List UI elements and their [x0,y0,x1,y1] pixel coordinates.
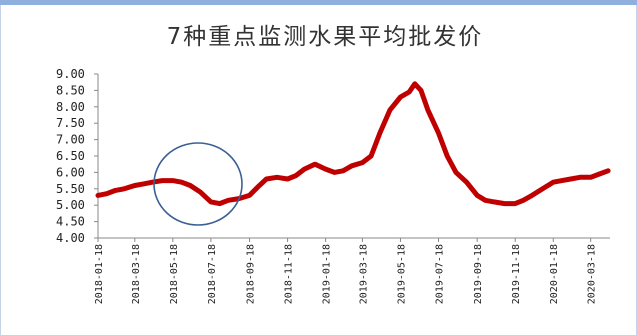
x-tick-label: 2018-09-18 [246,244,257,304]
highlight-circle [153,142,243,226]
y-tick-label: 8.50 [56,83,85,97]
y-tick-label: 7.50 [56,116,85,130]
x-tick-label: 2019-11-18 [511,244,522,304]
series-line [95,81,611,207]
x-tick-label: 2019-07-18 [435,244,446,304]
y-tick-label: 9.00 [56,67,85,81]
y-tick-label: 4.50 [56,215,85,229]
x-tick-label: 2019-05-18 [396,244,407,304]
x-axis: 2018-01-18 2018-03-18 2018-05-18 2018-07-18… [94,237,610,304]
y-tick-label: 5.00 [56,198,85,212]
y-tick-label: 5.50 [56,182,85,196]
x-tick-label: 2019-09-18 [473,244,484,304]
series-group [95,81,611,207]
x-tick-label: 2019-01-18 [322,244,333,304]
y-tick-label: 4.00 [56,231,85,245]
x-tick-label: 2018-11-18 [284,244,295,304]
chart-title: 7种重点监测水果平均批发价 [167,24,484,50]
y-tick-label: 8.00 [56,100,85,114]
x-tick-label: 2018-03-18 [131,244,142,304]
y-tick-label: 6.00 [56,165,85,179]
x-tick-label: 2019-03-18 [358,244,369,304]
y-tick-label: 7.00 [56,133,85,147]
y-tick-label: 6.50 [56,149,85,163]
y-axis: 4.00 4.50 5.00 5.50 6.00 6.50 7.00 7.50 8.00 8.50… [56,67,99,245]
x-tick-label: 2020-01-18 [549,244,560,304]
x-tick-label: 2018-05-18 [169,244,180,304]
x-tick-label: 2020-03-18 [587,244,598,304]
x-tick-label: 2018-07-18 [207,244,218,304]
top-accent-bar [0,0,637,5]
x-tick-label: 2018-01-18 [94,244,105,304]
